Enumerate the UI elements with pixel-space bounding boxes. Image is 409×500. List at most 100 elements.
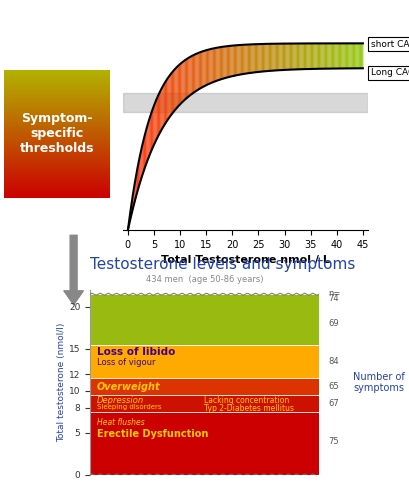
Bar (4, 145, 110, 146)
Text: Long CAGn: Long CAGn (371, 68, 409, 78)
Text: 75: 75 (328, 437, 339, 446)
Bar (4, 172, 110, 174)
Bar (4, 163, 110, 164)
Text: Testosterone levels and symptoms: Testosterone levels and symptoms (90, 258, 355, 272)
Bar (4, 180, 110, 181)
Bar (4, 90, 110, 92)
Text: Number of
symptoms: Number of symptoms (353, 372, 405, 394)
Text: Depression: Depression (97, 396, 144, 406)
Bar (4, 167, 110, 168)
Bar (4, 88, 110, 89)
Bar (4, 153, 110, 154)
Bar (4, 140, 110, 141)
Text: Heat flushes: Heat flushes (97, 418, 145, 427)
Bar (4, 144, 110, 145)
Bar (4, 121, 110, 122)
Bar (4, 194, 110, 195)
Y-axis label: Total testosterone (nmol/l): Total testosterone (nmol/l) (57, 323, 66, 442)
Bar (4, 146, 110, 148)
Text: Loss of vigour: Loss of vigour (97, 358, 155, 367)
Bar (4, 111, 110, 112)
Bar (4, 100, 110, 102)
Bar (4, 132, 110, 134)
Bar (4, 190, 110, 191)
Bar (4, 159, 110, 160)
Bar (4, 186, 110, 188)
Bar (4, 102, 110, 103)
Bar (4, 162, 110, 163)
Bar (4, 160, 110, 162)
Bar (4, 86, 110, 88)
Text: 434 men  (age 50-86 years): 434 men (age 50-86 years) (146, 275, 263, 284)
Bar (4, 178, 110, 180)
Bar (4, 80, 110, 82)
Bar (4, 130, 110, 131)
Text: Symptom-
specific
thresholds: Symptom- specific thresholds (20, 112, 94, 155)
Bar (4, 84, 110, 86)
Bar (4, 117, 110, 118)
Bar (4, 74, 110, 75)
Bar (4, 92, 110, 93)
Bar (90, 378, 319, 395)
Bar (4, 196, 110, 198)
Bar (4, 164, 110, 166)
Bar (4, 149, 110, 150)
Text: 84: 84 (328, 357, 339, 366)
Bar (4, 104, 110, 106)
Bar (4, 107, 110, 108)
Bar (4, 148, 110, 149)
Bar (4, 103, 110, 104)
Bar (4, 110, 110, 111)
Bar (4, 152, 110, 153)
Bar (4, 76, 110, 78)
Bar (4, 94, 110, 96)
Bar (4, 166, 110, 167)
Bar (4, 138, 110, 139)
Bar (4, 182, 110, 184)
Bar (4, 96, 110, 97)
Text: Overweight: Overweight (97, 382, 160, 392)
Bar (4, 89, 110, 90)
Bar (4, 177, 110, 178)
Text: Erectile Dysfunction: Erectile Dysfunction (97, 428, 208, 439)
X-axis label: Total Testosterone nmol / L: Total Testosterone nmol / L (161, 256, 330, 266)
Bar (4, 125, 110, 126)
Bar (4, 114, 110, 116)
Bar (4, 135, 110, 136)
Bar (4, 122, 110, 124)
Bar (4, 150, 110, 152)
Bar (4, 98, 110, 100)
Bar (4, 106, 110, 107)
Bar (4, 78, 110, 79)
Bar (4, 181, 110, 182)
Bar (4, 176, 110, 177)
Bar (4, 70, 110, 71)
Bar (4, 136, 110, 138)
Bar (4, 97, 110, 98)
Bar (90, 344, 319, 378)
Bar (90, 294, 319, 344)
Text: Loss of libido: Loss of libido (97, 347, 175, 357)
Bar (4, 82, 110, 84)
Bar (4, 72, 110, 74)
Bar (4, 116, 110, 117)
Bar (4, 191, 110, 192)
Bar (4, 120, 110, 121)
Bar (4, 118, 110, 120)
Bar (4, 188, 110, 190)
Bar (4, 79, 110, 80)
Bar (4, 158, 110, 159)
Text: n=: n= (328, 289, 341, 298)
Bar (4, 108, 110, 110)
Bar (4, 93, 110, 94)
Text: Typ 2-Diabetes mellitus: Typ 2-Diabetes mellitus (204, 404, 294, 412)
Bar (4, 195, 110, 196)
Text: Sleeping disorders: Sleeping disorders (97, 404, 162, 409)
Bar (4, 168, 110, 170)
Text: Lacking concentration: Lacking concentration (204, 396, 290, 406)
Text: 65: 65 (328, 382, 339, 391)
Bar (4, 128, 110, 130)
Text: 67: 67 (328, 399, 339, 408)
Bar (4, 174, 110, 176)
Text: 69: 69 (328, 319, 339, 328)
